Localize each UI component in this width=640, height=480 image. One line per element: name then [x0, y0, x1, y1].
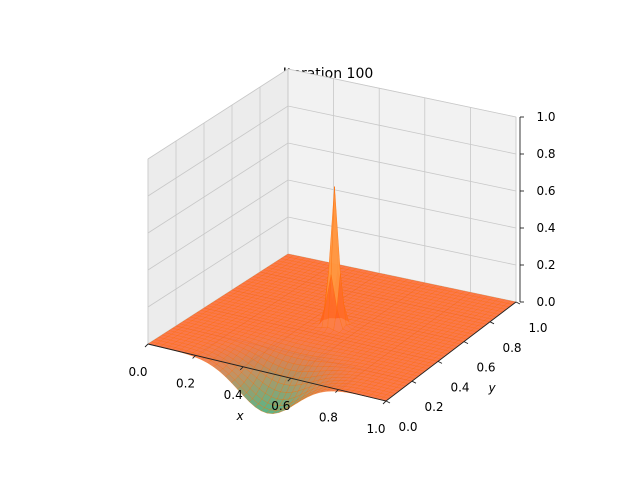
x-tick-mark — [287, 377, 292, 382]
y-tick-label: 0.4 — [450, 380, 469, 394]
x-tick-label: 0.4 — [224, 388, 243, 402]
y-tick-label: 0.6 — [476, 361, 495, 375]
z-tick-label: 0.8 — [536, 147, 555, 161]
y-tick-mark — [489, 321, 495, 325]
x-axis-line — [147, 343, 387, 402]
tick-labels: 0.0 0.2 0.4 0.6 0.8 1.0 0.0 0.2 0.4 0.6 0.8 1.0 0.0 0… — [128, 110, 555, 436]
z-tick-label: 1.0 — [536, 110, 555, 124]
z-tick-label: 0.6 — [536, 184, 555, 198]
x-tick-mark — [192, 355, 196, 359]
y-tick-label: 0.2 — [424, 400, 443, 414]
x-tick-mark — [382, 400, 387, 405]
z-tick-label: 0.0 — [536, 295, 555, 309]
x-axis-label: x — [235, 409, 244, 423]
x-tick-mark — [335, 389, 339, 393]
y-tick-mark — [463, 341, 469, 345]
axis-lines — [144, 116, 524, 405]
y-tick-label: 1.0 — [528, 321, 547, 335]
y-axis-line — [385, 301, 517, 402]
y-tick-label: 0.0 — [398, 420, 417, 434]
y-tick-mark — [515, 301, 521, 305]
y-tick-mark — [437, 360, 443, 364]
x-tick-mark — [239, 366, 244, 371]
z-gridline — [147, 68, 517, 160]
y-tick-mark — [385, 400, 391, 404]
z-tick-label: 0.4 — [536, 221, 555, 235]
y-tick-mark — [411, 380, 417, 384]
x-tick-label: 0.0 — [128, 365, 147, 379]
z-tick-label: 0.2 — [536, 258, 555, 272]
y-axis-label: y — [487, 381, 496, 395]
x-tick-label: 0.8 — [319, 411, 338, 425]
x-tick-mark — [144, 343, 149, 348]
x-tick-label: 0.6 — [271, 399, 290, 413]
x-tick-label: 0.2 — [176, 376, 195, 390]
y-tick-label: 0.8 — [502, 341, 521, 355]
x-tick-label: 1.0 — [366, 422, 385, 436]
